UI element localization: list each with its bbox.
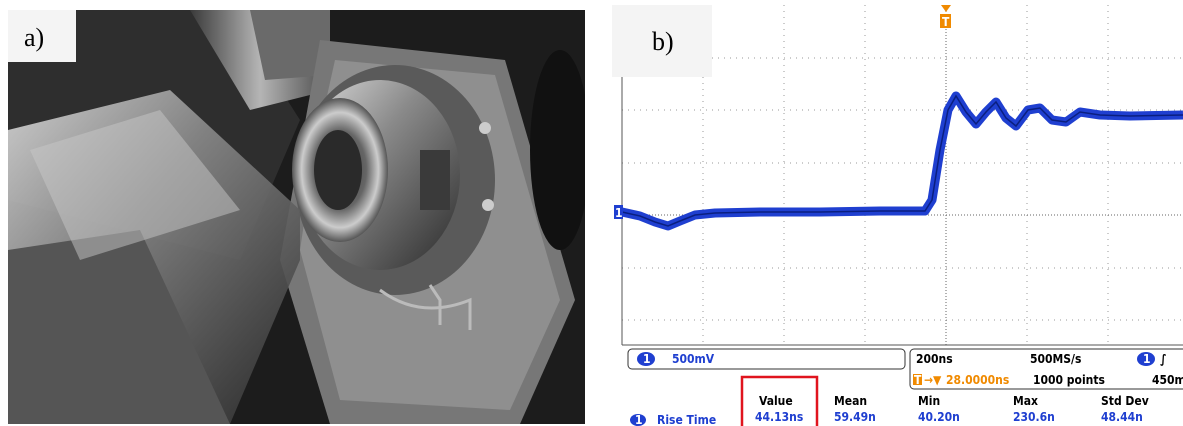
sample-rate: 500MS/s	[1030, 352, 1081, 366]
meas-value: 48.44n	[1101, 410, 1143, 424]
meas-header: Std Dev	[1101, 394, 1149, 408]
channel-icon: 1	[1143, 352, 1151, 366]
svg-text:∫: ∫	[1160, 352, 1167, 366]
photo: a)	[8, 10, 585, 424]
meas-value: 40.20n	[918, 410, 960, 424]
meas-value: 44.13ns	[755, 410, 803, 424]
channel-icon: 1	[643, 352, 651, 366]
trigger-icon: T	[914, 373, 922, 387]
channel-marker: 1	[615, 206, 623, 220]
channel-scale: 500mV	[672, 352, 715, 366]
channel-icon: 1	[635, 413, 643, 426]
panel-label: b)	[652, 27, 674, 56]
meas-name: Rise Time	[657, 413, 716, 426]
timebase: 200ns	[916, 352, 953, 366]
meas-header: Min	[918, 394, 940, 408]
meas-header: Value	[759, 394, 793, 408]
panel-label: a)	[24, 23, 44, 52]
meas-header: Max	[1013, 394, 1038, 408]
oscilloscope: 1 T 1 500mV 200ns 500MS/s 1 ∫ T →▼ 28.00…	[612, 5, 1183, 426]
svg-text:→▼: →▼	[924, 373, 942, 387]
trigger-marker: T	[942, 15, 950, 29]
record-length: 1000 points	[1033, 373, 1105, 387]
trigger-position: 28.0000ns	[946, 373, 1009, 387]
highlight-box	[740, 375, 819, 426]
meas-header: Mean	[834, 394, 867, 408]
meas-value: 230.6n	[1013, 410, 1055, 424]
meas-value: 59.49n	[834, 410, 876, 424]
